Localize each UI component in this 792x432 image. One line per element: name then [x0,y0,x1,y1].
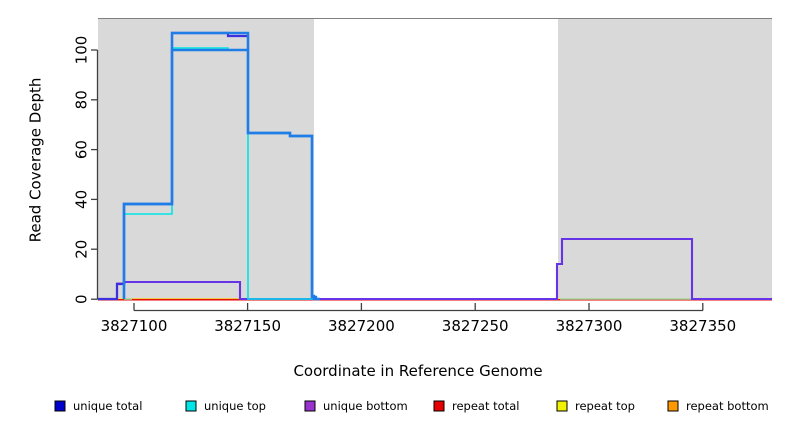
shaded-band-right [558,18,772,300]
x-axis: 3827100 3827150 3827200 3827250 3827300 … [101,303,736,380]
y-tick-label-0: 0 [73,294,91,304]
legend-item-repeat-bottom[interactable]: repeat bottom [667,399,769,413]
x-tick-label-3827100: 3827100 [101,317,168,335]
x-tick-label-3827350: 3827350 [669,317,736,335]
y-tick-label-80: 80 [73,90,91,109]
legend-label-repeat-bottom: repeat bottom [686,399,769,413]
legend-label-unique-bottom: unique bottom [323,399,408,413]
y-tick-label-40: 40 [73,190,91,209]
legend-swatch-repeat-top [556,400,568,412]
legend-item-repeat-top[interactable]: repeat top [556,399,635,413]
x-tick-label-3827150: 3827150 [214,317,281,335]
x-tick-label-3827300: 3827300 [556,317,623,335]
legend-item-unique-total[interactable]: unique total [54,399,142,413]
legend-swatch-unique-bottom [304,400,316,412]
legend-item-unique-top[interactable]: unique top [185,399,266,413]
y-tick-label-20: 20 [73,240,91,259]
legend-label-unique-total: unique total [73,399,142,413]
y-tick-label-100: 100 [73,36,91,65]
legend-label-repeat-top: repeat top [575,399,635,413]
legend-item-repeat-total[interactable]: repeat total [433,399,519,413]
x-tick-label-3827250: 3827250 [442,317,509,335]
legend: unique total unique top unique bottom re… [54,399,769,413]
x-axis-title: Coordinate in Reference Genome [293,362,542,380]
series-group [98,31,772,301]
legend-item-unique-bottom[interactable]: unique bottom [304,399,408,413]
legend-swatch-repeat-bottom [667,400,679,412]
legend-swatch-unique-top [185,400,197,412]
shaded-bands-group [98,18,772,300]
legend-swatch-repeat-total [433,400,445,412]
x-tick-label-3827200: 3827200 [328,317,395,335]
legend-label-repeat-total: repeat total [452,399,519,413]
legend-label-unique-top: unique top [204,399,266,413]
y-tick-label-60: 60 [73,140,91,159]
shaded-band-left [98,18,314,300]
legend-swatch-unique-total [54,400,66,412]
y-axis-title: Read Coverage Depth [27,78,45,243]
y-axis: 100 80 60 40 20 0 Read Coverage Depth [27,36,99,304]
series-unique-top [123,47,314,300]
series-unique-total-steps [122,48,318,299]
